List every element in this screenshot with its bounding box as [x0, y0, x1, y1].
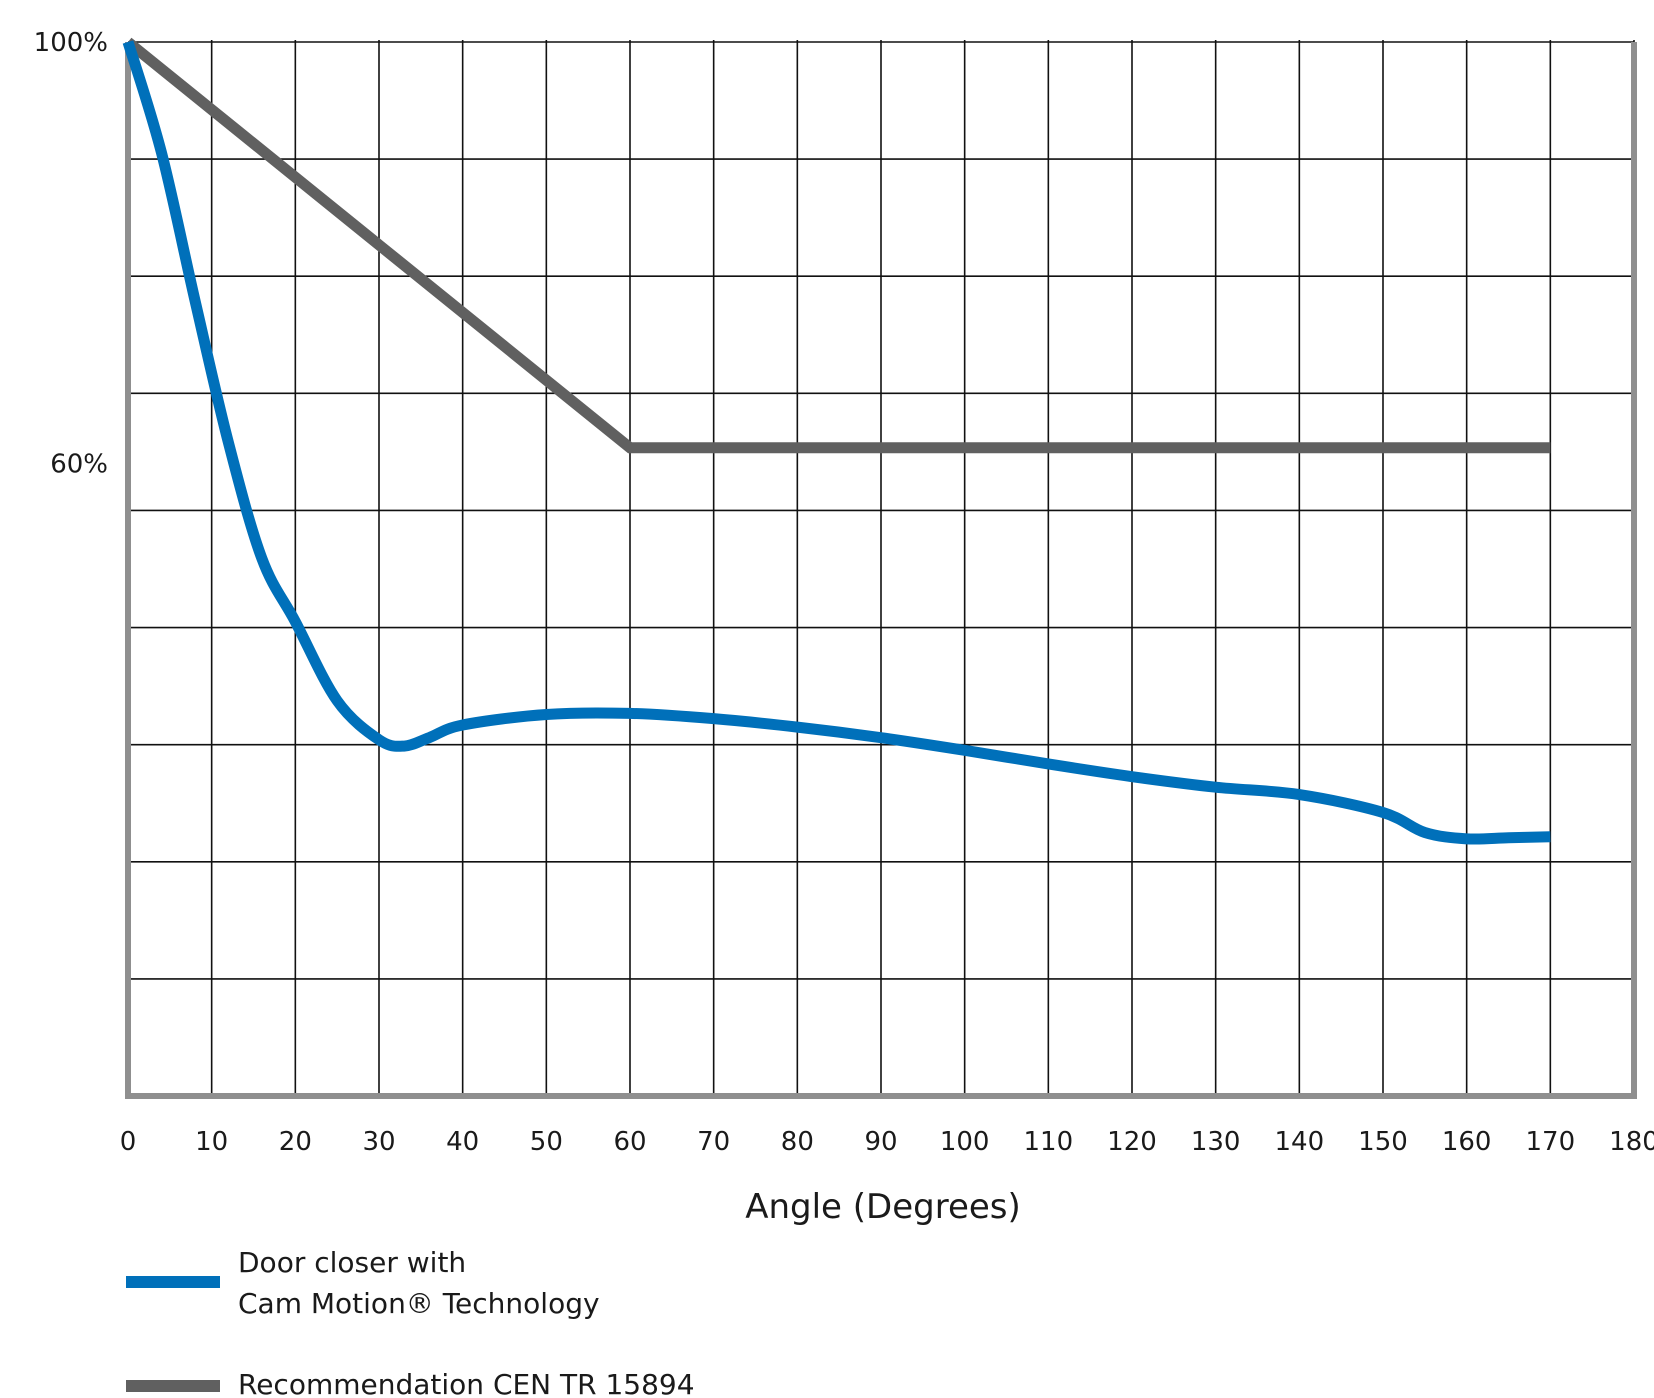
x-tick-label: 180 — [1609, 1127, 1654, 1157]
x-tick-label: 10 — [195, 1127, 228, 1157]
x-tick-label: 160 — [1442, 1127, 1492, 1157]
x-tick-label: 80 — [781, 1127, 814, 1157]
legend-swatch — [126, 1276, 220, 1288]
x-tick-label: 130 — [1191, 1127, 1241, 1157]
x-tick-label: 20 — [279, 1127, 312, 1157]
x-tick-label: 40 — [446, 1127, 479, 1157]
x-tick-label: 150 — [1358, 1127, 1408, 1157]
x-tick-label: 50 — [530, 1127, 563, 1157]
y-tick-label: 100% — [34, 28, 108, 58]
x-tick-labels: 0 10 20 30 40 50 60 70 80 90 100 110 120 130 140 150 160… — [120, 1127, 1654, 1157]
axes — [125, 42, 1637, 1099]
x-tick-label: 100 — [940, 1127, 990, 1157]
x-tick-label: 70 — [697, 1127, 730, 1157]
legend-label: Cam Motion® Technology — [238, 1287, 600, 1320]
legend-swatch — [126, 1380, 220, 1392]
x-tick-label: 60 — [613, 1127, 646, 1157]
x-tick-label: 0 — [120, 1127, 137, 1157]
legend-label: Recommendation CEN TR 15894 — [238, 1368, 695, 1398]
legend: Door closer with Cam Motion® Technology Re… — [126, 1246, 695, 1398]
legend-label: Door closer with — [238, 1246, 466, 1279]
grid — [128, 40, 1635, 1096]
x-tick-label: 140 — [1275, 1127, 1325, 1157]
axis-frame — [125, 42, 1637, 1099]
series-line-1 — [124, 37, 1551, 454]
x-tick-label: 110 — [1024, 1127, 1074, 1157]
y-tick-label: 60% — [50, 450, 108, 480]
y-tick-labels: 100% 60% — [34, 28, 108, 480]
x-tick-label: 90 — [864, 1127, 897, 1157]
series-line-0 — [122, 40, 1551, 845]
series-group — [122, 37, 1551, 845]
x-tick-label: 170 — [1526, 1127, 1576, 1157]
x-tick-label: 30 — [362, 1127, 395, 1157]
x-tick-label: 120 — [1107, 1127, 1157, 1157]
x-axis-title: Angle (Degrees) — [745, 1187, 1021, 1227]
